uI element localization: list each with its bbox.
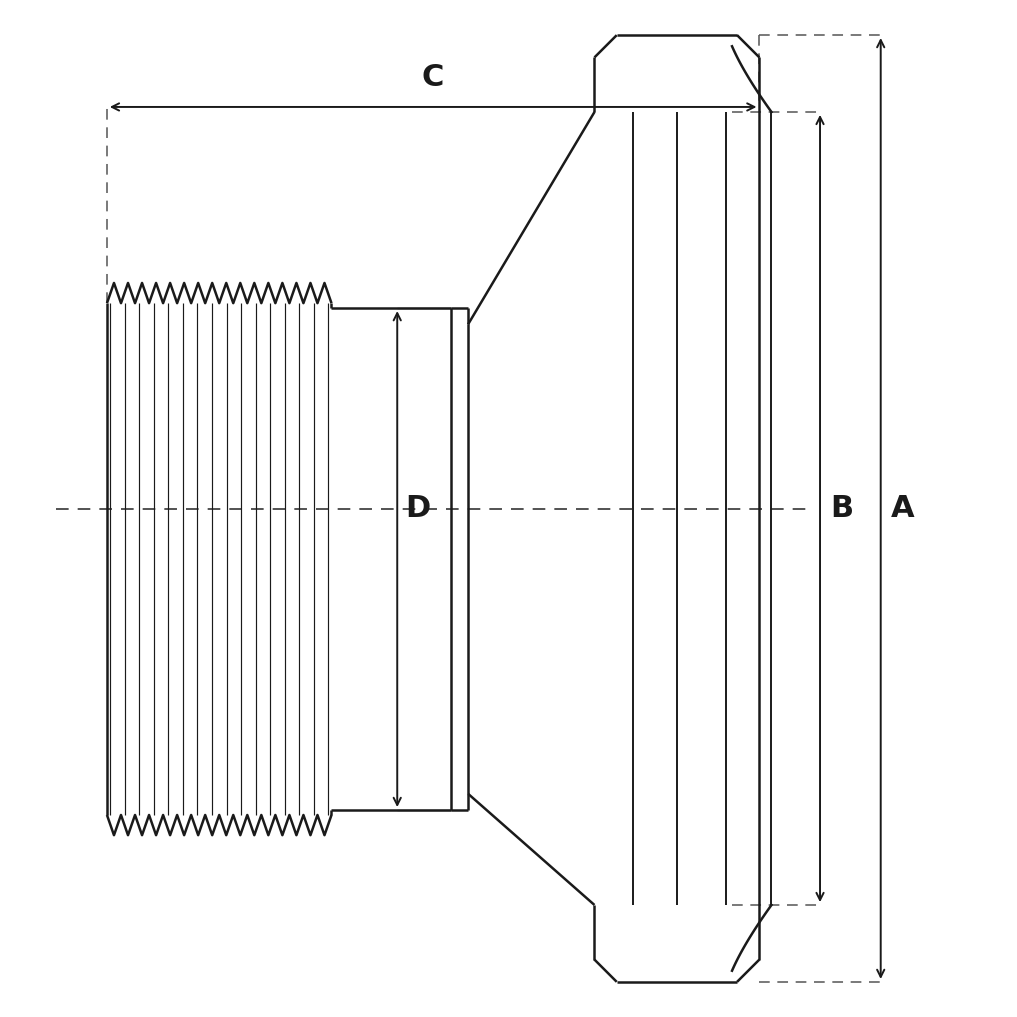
Text: A: A bbox=[891, 494, 914, 523]
Text: B: B bbox=[830, 494, 853, 523]
Text: C: C bbox=[422, 63, 444, 93]
Text: D: D bbox=[406, 494, 430, 523]
